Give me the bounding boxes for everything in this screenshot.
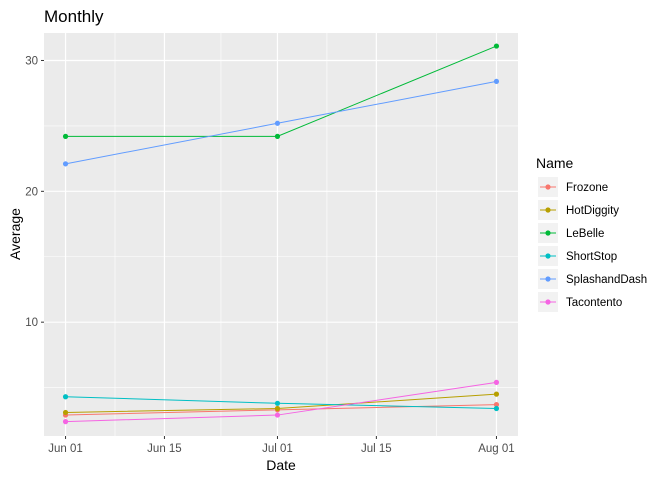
x-tick-label: Jul 15 bbox=[361, 443, 392, 455]
data-point-lebelle bbox=[62, 133, 69, 139]
legend-item-splashanddash: SplashandDash bbox=[538, 269, 647, 289]
legend-key-point bbox=[545, 207, 551, 213]
y-tick-label: 30 bbox=[25, 55, 38, 67]
legend-item-shortstop: ShortStop bbox=[538, 246, 617, 266]
legend-label: LeBelle bbox=[566, 228, 604, 240]
y-tick-label: 10 bbox=[25, 317, 38, 329]
legend-label: Tacontento bbox=[566, 297, 622, 309]
data-point-hotdiggity bbox=[62, 409, 69, 416]
data-point-splashanddash bbox=[493, 78, 500, 85]
legend-label: ShortStop bbox=[566, 251, 617, 263]
data-point-hotdiggity bbox=[493, 391, 500, 397]
data-point-tacontento bbox=[274, 412, 281, 418]
x-tick-label: Jun 01 bbox=[48, 443, 83, 455]
legend-label: SplashandDash bbox=[566, 274, 647, 286]
data-point-splashanddash bbox=[62, 161, 69, 167]
data-point-lebelle bbox=[493, 43, 500, 49]
data-point-shortstop bbox=[274, 400, 281, 406]
x-tick-label: Jun 15 bbox=[147, 443, 182, 455]
y-axis-title: Average bbox=[7, 208, 23, 260]
y-tick-label: 20 bbox=[25, 186, 38, 198]
y-axis: 10 20 30 bbox=[25, 55, 44, 329]
data-point-hotdiggity bbox=[274, 405, 281, 412]
x-axis: Jun 01 Jun 15 Jul 01 Jul 15 Aug 01 bbox=[48, 436, 515, 455]
data-point-shortstop bbox=[62, 394, 69, 400]
data-point-shortstop bbox=[493, 405, 500, 412]
data-points bbox=[62, 43, 500, 425]
data-point-splashanddash bbox=[274, 120, 281, 126]
legend-key-point bbox=[545, 184, 551, 190]
legend-key-point bbox=[545, 276, 551, 282]
legend-item-frozone: Frozone bbox=[538, 177, 608, 197]
legend-key-point bbox=[545, 299, 551, 305]
legend-item-hotdiggity: HotDiggity bbox=[538, 200, 619, 220]
chart-title: Monthly bbox=[44, 7, 104, 26]
data-point-lebelle bbox=[274, 133, 281, 139]
legend-key-point bbox=[545, 230, 551, 236]
x-axis-title: Date bbox=[266, 457, 296, 473]
legend: Name Frozone HotDiggity LeBelle ShortStop Sp… bbox=[536, 155, 647, 312]
legend-item-lebelle: LeBelle bbox=[538, 223, 604, 243]
legend-title: Name bbox=[536, 155, 574, 171]
x-tick-label: Aug 01 bbox=[478, 443, 514, 455]
grid-lines bbox=[44, 33, 518, 436]
legend-label: HotDiggity bbox=[566, 205, 619, 217]
x-tick-label: Jul 01 bbox=[262, 443, 293, 455]
data-point-frozone bbox=[493, 401, 500, 408]
plot-panel bbox=[44, 33, 518, 436]
legend-label: Frozone bbox=[566, 182, 608, 194]
data-point-tacontento bbox=[62, 419, 69, 425]
legend-key-point bbox=[545, 253, 551, 259]
legend-item-tacontento: Tacontento bbox=[538, 292, 622, 312]
data-point-tacontento bbox=[493, 379, 500, 385]
